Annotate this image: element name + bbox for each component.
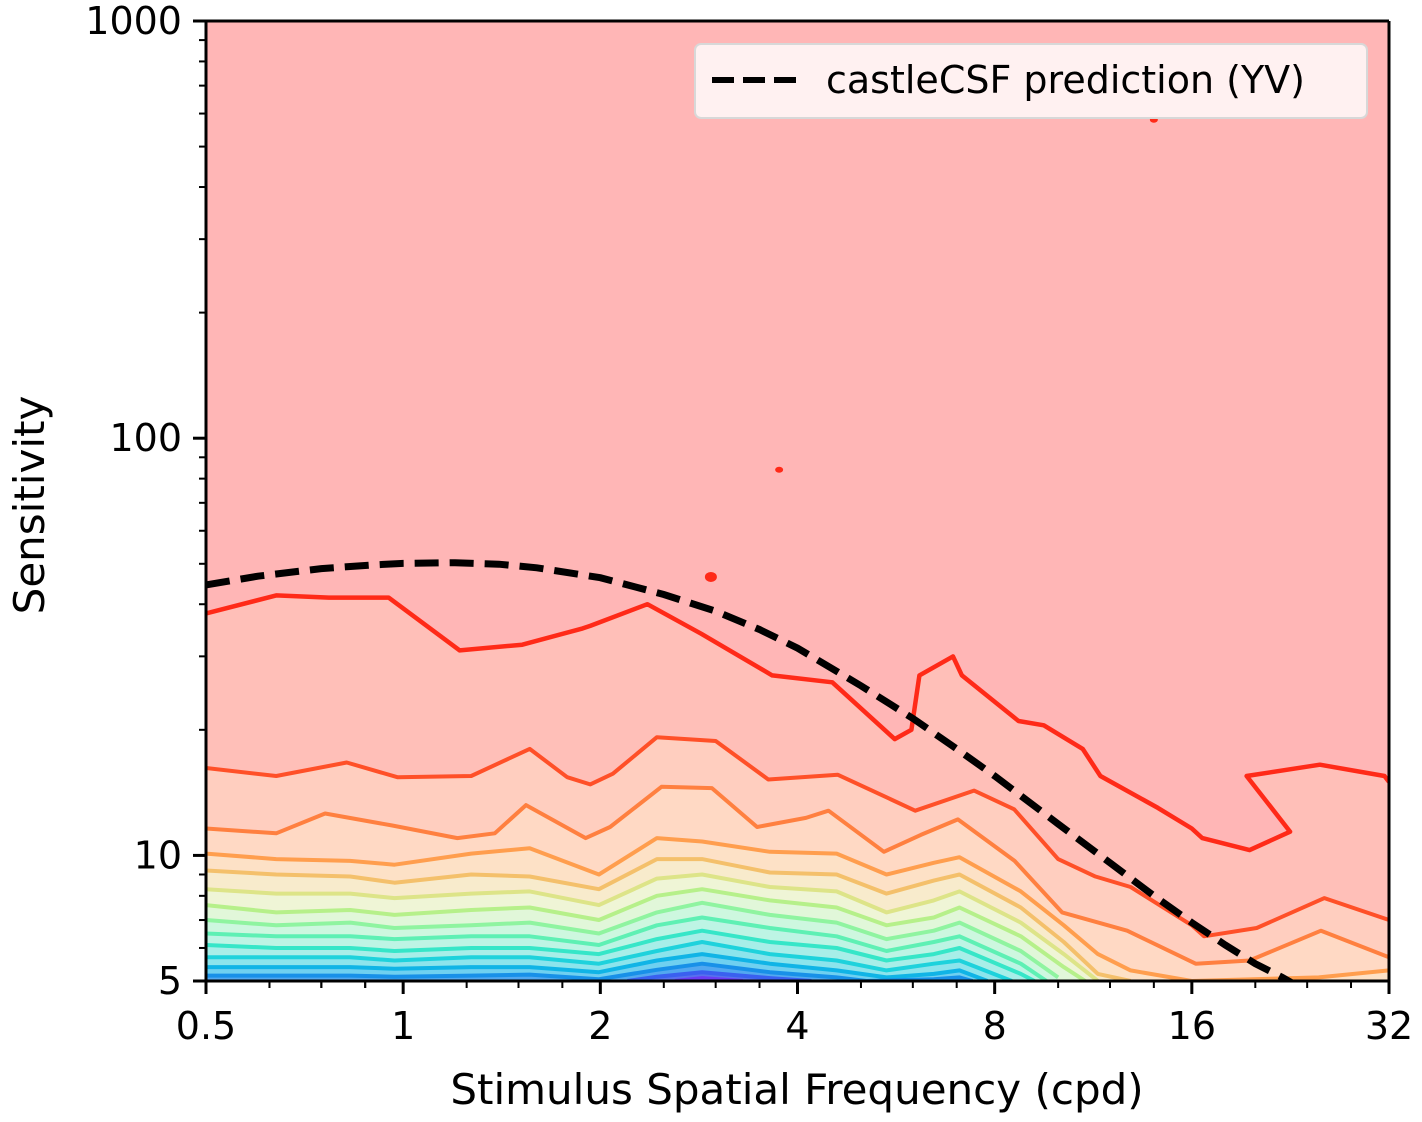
contour-line-9 [206,928,1036,981]
series-line-0 [206,559,1296,981]
x-tick-label-3: 4 [785,1004,809,1048]
x-tick-label-0: 0.5 [176,1004,236,1048]
contour-line-8 [206,915,1048,981]
x-tick-label-6: 32 [1365,1004,1413,1048]
contour-island-1 [775,466,784,473]
legend-entry-label: castleCSF prediction (YV) [826,58,1305,102]
x-tick-label-2: 2 [588,1004,612,1048]
y-axis-title: Sensitivity [5,396,54,615]
contour-line-4 [206,857,1132,981]
y-tick-label-0: 5 [158,959,182,1003]
x-tick-label-5: 16 [1168,1004,1216,1048]
y-tick-label-2: 100 [109,416,182,460]
x-tick-label-4: 8 [983,1004,1007,1048]
contour-lines [206,593,1389,981]
prediction-series [206,559,1296,981]
contour-line-6 [206,887,1087,981]
y-tick-label-1: 10 [134,833,182,877]
y-axis-ticks: 5 10 100 1000 [85,0,206,1003]
legend: castleCSF prediction (YV) [694,43,1368,119]
legend-box [694,43,1368,119]
y-tick-label-3: 1000 [85,0,182,43]
x-tick-label-1: 1 [391,1004,415,1048]
contour-line-10 [206,940,1013,981]
x-axis-ticks: 0.5 1 2 4 8 16 32 [176,981,1413,1048]
contour-line-7 [206,900,1060,980]
contour-line-2 [206,784,1389,966]
x-axis-title: Stimulus Spatial Frequency (cpd) [450,1065,1143,1114]
contour-line-11 [206,952,989,981]
contour-line-13 [627,970,812,981]
contour-line-5 [206,872,1100,981]
contour-line-0 [206,593,1389,853]
contour-island-2 [704,571,717,582]
contour-line-3 [206,836,1389,981]
